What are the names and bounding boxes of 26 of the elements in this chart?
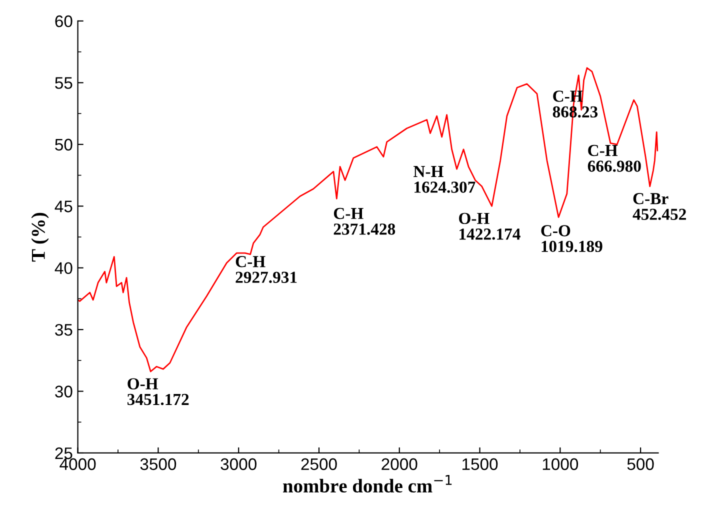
x-tick-label: 1500 [462, 458, 498, 470]
annotation: C-H 2927.931 [236, 256, 297, 284]
y-tick-label: 35 [55, 324, 72, 336]
x-tick-label: 500 [627, 458, 654, 470]
annotation: O-H 1422.174 [459, 212, 520, 240]
x-tick-label: 3500 [140, 458, 176, 470]
y-tick-label: 30 [55, 386, 72, 398]
y-tick-label: 40 [54, 262, 72, 274]
annotation: C-O 1019.189 [541, 225, 602, 252]
x-tick-label: 1000 [542, 458, 578, 470]
y-tick-label: 60 [55, 15, 72, 28]
y-tick-label: 45 [54, 200, 72, 212]
x-tick-label: 2500 [301, 458, 337, 470]
y-tick-label: 55 [55, 77, 72, 89]
x-tick-label: 4000 [60, 458, 96, 470]
y-tick-label: 50 [55, 138, 72, 151]
y-axis-title: T (%) [31, 212, 49, 262]
y-tick-label: 25 [55, 447, 72, 460]
annotation: N-H 1624.307 [414, 166, 476, 193]
x-tick-label: 2000 [382, 458, 418, 470]
x-tick-label: 3000 [220, 458, 256, 470]
annotation: C-H 666.980 [588, 144, 641, 172]
x-axis-title: nombre donde cm$^{−1}$ [282, 474, 452, 493]
annotation: C-H 2371.428 [334, 208, 396, 235]
annotation: O-H 3451.172 [127, 378, 189, 406]
annotation: C-Br 452.452 [632, 193, 686, 220]
